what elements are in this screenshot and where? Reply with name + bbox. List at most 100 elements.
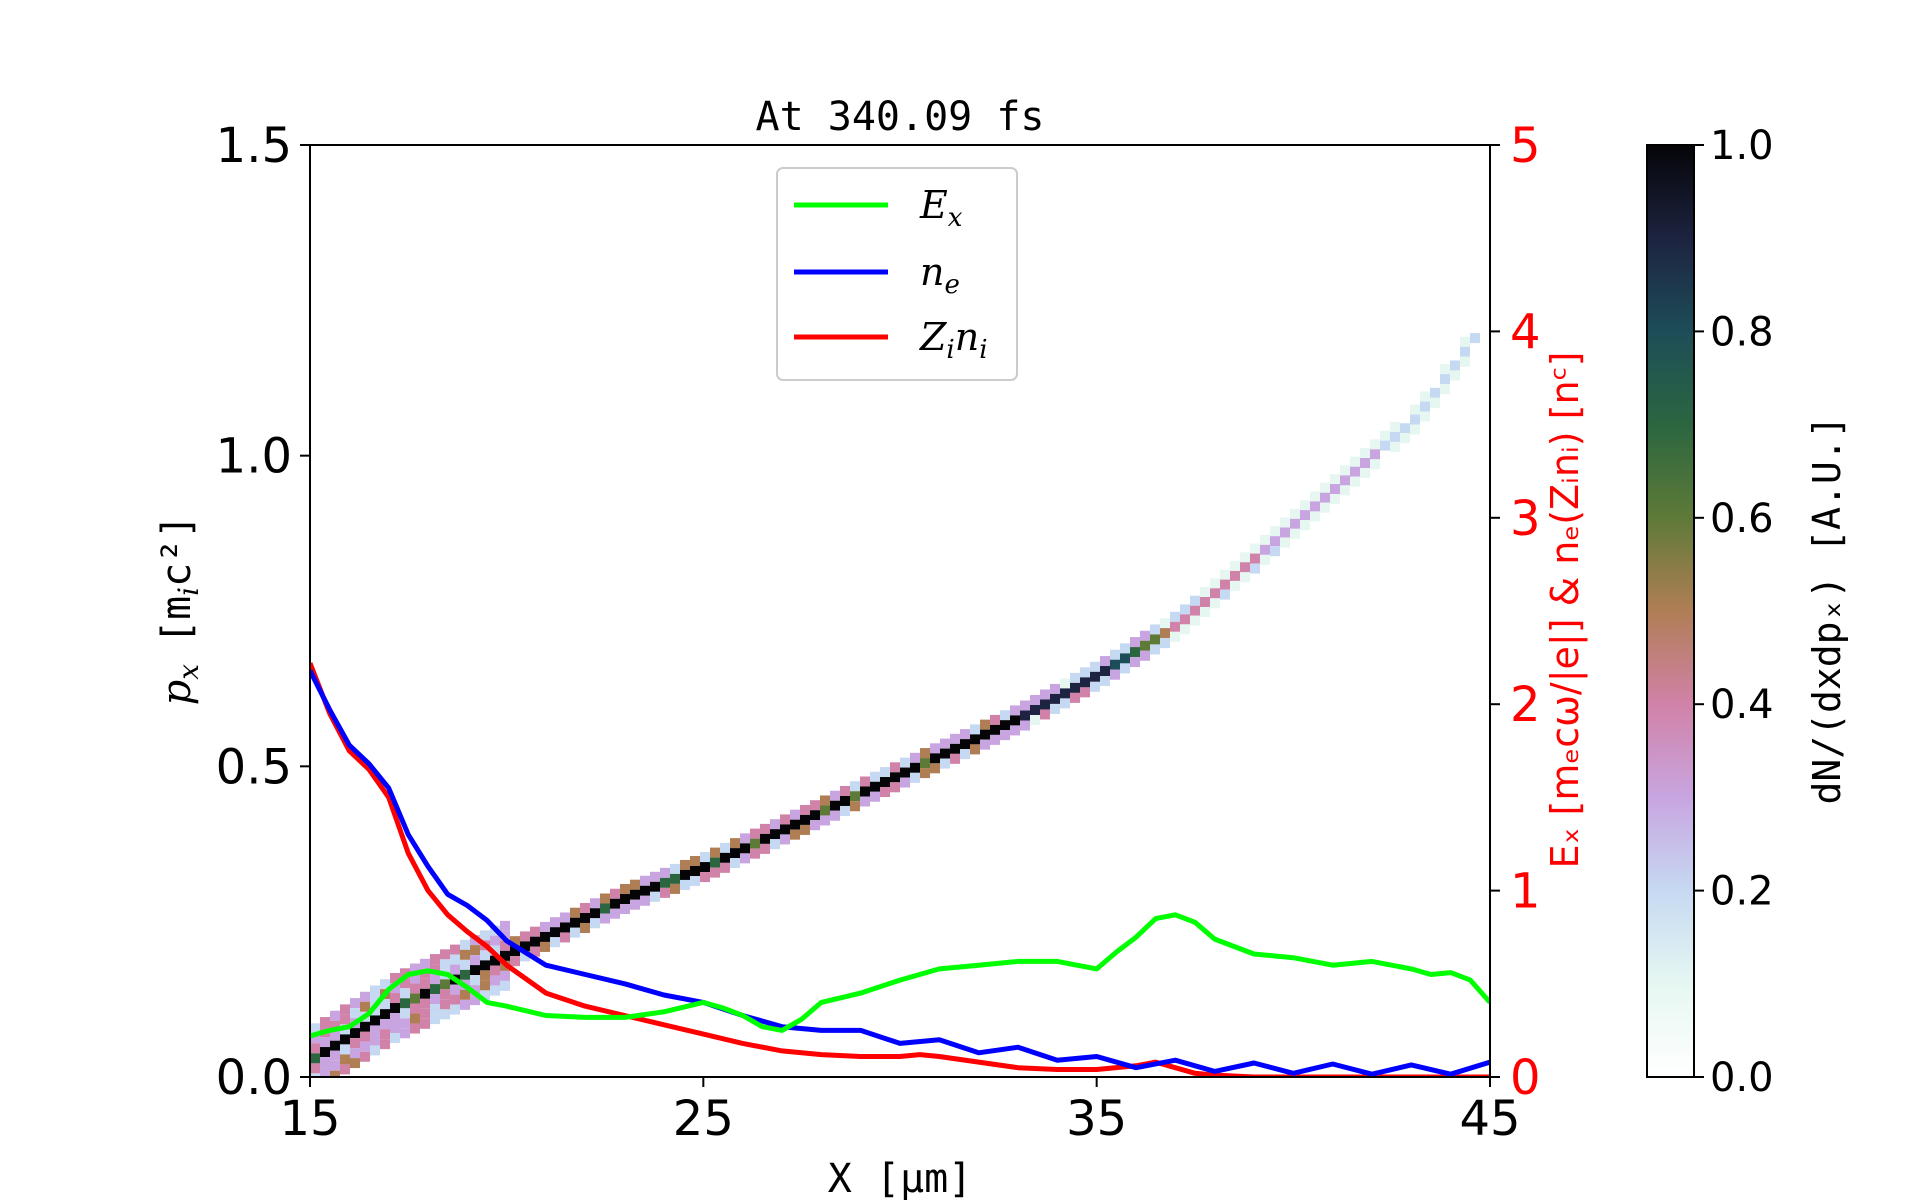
heatmap-cell — [560, 922, 570, 933]
heatmap-cell — [1280, 537, 1290, 548]
heatmap-cell — [870, 791, 880, 802]
heatmap-cell — [1190, 605, 1200, 616]
heatmap-cell — [470, 995, 480, 1006]
heatmap-cell — [860, 786, 870, 797]
heatmap-cell — [1400, 423, 1410, 434]
heatmap-cell — [600, 903, 610, 914]
heatmap-cell — [1460, 336, 1470, 347]
heatmap-cell — [500, 980, 510, 991]
heatmap-cell — [1200, 606, 1210, 617]
heatmap-cell — [400, 978, 410, 989]
heatmap-cell — [1340, 465, 1350, 476]
heatmap-cell — [1050, 693, 1060, 704]
heatmap-cell — [1140, 630, 1150, 641]
heatmap-cell — [1130, 637, 1140, 648]
heatmap-cell — [900, 777, 910, 788]
heatmap-cell — [440, 1009, 450, 1020]
heatmap-cell — [1040, 699, 1050, 710]
heatmap-cell — [840, 785, 850, 796]
heatmap-cell — [720, 852, 730, 863]
heatmap-cell — [590, 898, 600, 909]
heatmap-cell — [400, 1008, 410, 1019]
heatmap-cell — [1210, 588, 1220, 599]
colorbar-tick-label: 0.0 — [1710, 1055, 1774, 1101]
heatmap-cell — [320, 1037, 330, 1048]
y-axis-left-label: px [mic²] — [154, 515, 205, 706]
legend: Ex ne Zini — [776, 167, 1018, 381]
heatmap-cell — [320, 1017, 330, 1028]
heatmap-cell — [1050, 683, 1060, 694]
heatmap-cell — [370, 1015, 380, 1026]
heatmap-cell — [1000, 710, 1010, 721]
heatmap-cell — [730, 838, 740, 849]
heatmap-cell — [850, 781, 860, 792]
heatmap-cell — [530, 926, 540, 937]
heatmap-cell — [1030, 694, 1040, 705]
heatmap-cell — [1440, 384, 1450, 395]
y-label-unit-open: [m — [154, 596, 200, 644]
heatmap-cell — [1110, 669, 1120, 680]
heatmap-cell — [1150, 634, 1160, 645]
heatmap-cell — [820, 795, 830, 806]
heatmap-cell — [630, 899, 640, 910]
heatmap-cell — [1100, 676, 1110, 687]
heatmap-cell — [1290, 518, 1300, 529]
heatmap-cell — [420, 978, 430, 989]
heatmap-cell — [990, 714, 1000, 725]
heatmap-cell — [490, 945, 500, 956]
heatmap-cell — [350, 1028, 360, 1039]
heatmap-cell — [980, 719, 990, 730]
heatmap-cell — [760, 833, 770, 844]
heatmap-cell — [310, 1043, 320, 1054]
heatmap-cell — [1080, 677, 1090, 688]
heatmap-cell — [790, 829, 800, 840]
heatmap-cell — [890, 762, 900, 773]
heatmap-cell — [1160, 618, 1170, 629]
heatmap-cell — [1300, 520, 1310, 531]
heatmap-cell — [830, 790, 840, 801]
heatmap-cell — [660, 887, 670, 898]
legend-label-ex: Ex — [919, 183, 963, 233]
heatmap-cell — [1260, 544, 1270, 555]
heatmap-cell — [1130, 657, 1140, 668]
heatmap-cell — [390, 1033, 400, 1044]
heatmap-cell — [410, 993, 420, 1004]
heatmap-cell — [580, 912, 590, 923]
heatmap-cell — [1300, 500, 1310, 511]
heatmap-cell — [430, 1004, 440, 1015]
heatmap-cell — [500, 970, 510, 981]
heatmap-cell — [370, 1045, 380, 1056]
heatmap-cell — [1340, 485, 1350, 496]
heatmap-cell — [1230, 570, 1240, 581]
y-left-tick-label: 0.5 — [216, 739, 292, 795]
y-right-tick-label: 4 — [1510, 304, 1541, 360]
heatmap-cell — [930, 753, 940, 764]
heatmap-cell — [670, 863, 680, 874]
heatmap-cell — [1350, 456, 1360, 467]
heatmap-cell — [1230, 560, 1240, 571]
heatmap-cell — [530, 936, 540, 947]
heatmap-cell — [450, 954, 460, 965]
heatmap-cell — [640, 895, 650, 906]
heatmap-cell — [1020, 700, 1030, 711]
heatmap-cell — [810, 820, 820, 831]
heatmap-cell — [1090, 671, 1100, 682]
y-left-tick-label: 1.5 — [216, 118, 292, 174]
heatmap-cell — [330, 1020, 340, 1031]
heatmap-cell — [490, 985, 500, 996]
heatmap-cell — [740, 843, 750, 854]
heatmap-cell — [900, 767, 910, 778]
heatmap-cell — [330, 1040, 340, 1051]
heatmap-cell — [1160, 638, 1170, 649]
colorbar-ticks: 0.0 0.2 0.4 0.6 0.8 1.0 — [1694, 123, 1774, 1101]
heatmap-cell — [920, 748, 930, 759]
heatmap-cell — [1320, 482, 1330, 493]
heatmap-cell — [1260, 534, 1270, 545]
heatmap-cell — [390, 1013, 400, 1024]
chart-title: At 340.09 fs — [756, 94, 1045, 140]
heatmap-cell — [680, 869, 690, 880]
heatmap-cell — [1130, 647, 1140, 658]
series-layer — [310, 662, 1490, 1077]
heatmap-cell — [480, 960, 490, 971]
heatmap-cell — [680, 879, 690, 890]
